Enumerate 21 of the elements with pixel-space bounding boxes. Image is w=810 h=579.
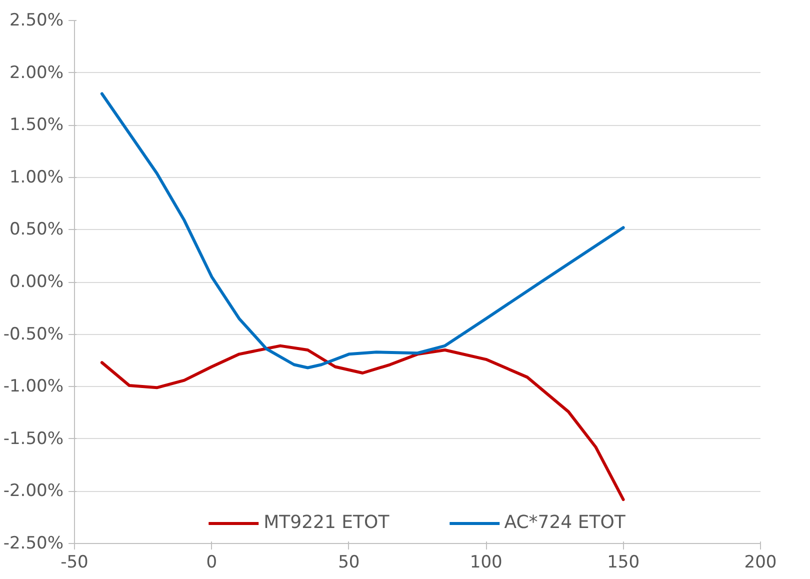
x-tick-label: 100 (470, 552, 502, 572)
y-tick-label: -2.00% (3, 481, 64, 502)
line-series (100, 92, 625, 370)
y-tick-label: -1.00% (3, 376, 64, 397)
y-tick-label: 1.00% (9, 167, 64, 188)
y-tick-label: 2.50% (9, 10, 64, 30)
legend-label: MT9221 ETOT (264, 512, 390, 533)
y-tick-label: 0.00% (9, 272, 64, 292)
x-tick-label: 150 (607, 552, 640, 572)
y-tick-label: -2.50% (3, 534, 64, 554)
x-tick-label: 50 (338, 552, 360, 572)
x-tick-label: 200 (744, 552, 777, 572)
x-tick-label: -50 (60, 552, 88, 572)
y-tick-label: 2.00% (9, 62, 64, 83)
line-series (100, 344, 625, 502)
y-tick-label: 1.50% (9, 115, 64, 136)
y-tick-label: -1.50% (3, 428, 64, 449)
y-tick-label: -0.50% (3, 324, 64, 344)
y-tick-label: 0.50% (9, 220, 64, 240)
legend-label: AC*724 ETOT (504, 512, 626, 533)
x-tick-label: 0 (206, 552, 218, 572)
